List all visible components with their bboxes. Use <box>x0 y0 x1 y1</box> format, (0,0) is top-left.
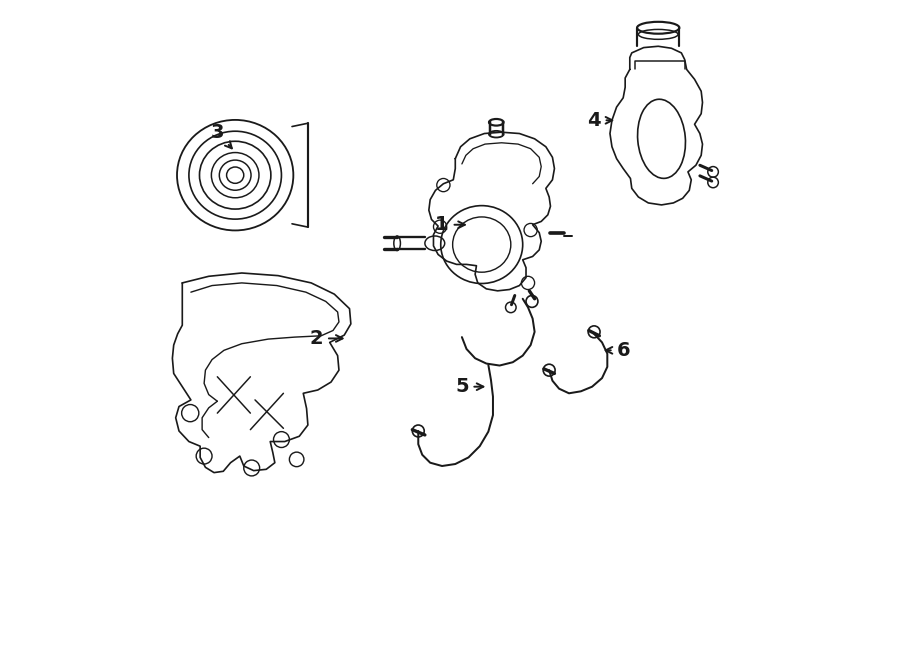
Text: 2: 2 <box>310 329 343 348</box>
Text: 5: 5 <box>455 377 483 396</box>
Text: 4: 4 <box>588 111 612 130</box>
Text: 3: 3 <box>211 123 232 148</box>
Text: 6: 6 <box>606 341 630 360</box>
Text: 1: 1 <box>436 215 465 234</box>
